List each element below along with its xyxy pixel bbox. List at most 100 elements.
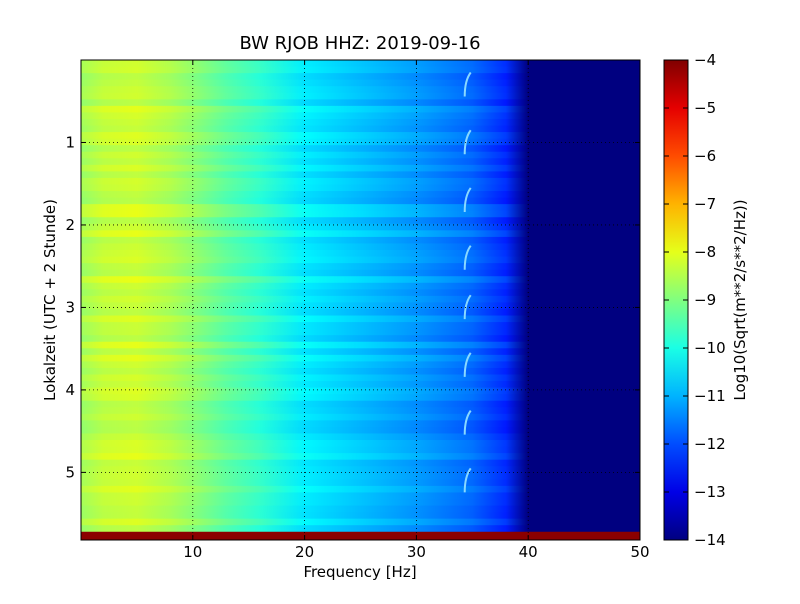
y-tick-label: 1	[65, 133, 75, 151]
y-tick-label: 3	[65, 298, 75, 316]
heatmap-row	[81, 217, 640, 225]
heatmap-row	[81, 472, 640, 480]
heatmap-row	[81, 263, 640, 271]
heatmap-row	[81, 400, 640, 408]
heatmap-row	[81, 282, 640, 290]
plot-frame	[80, 59, 641, 541]
colorbar-label: Log10(Sqrt(m**2/s**2/Hz))	[731, 199, 749, 400]
heatmap-row	[81, 381, 640, 389]
heatmap-row	[81, 498, 640, 507]
x-tick-label: 10	[183, 543, 202, 561]
y-axis-label: Lokalzeit (UTC + 2 Stunde)	[41, 199, 59, 401]
tonal-spike-mark	[463, 467, 472, 493]
heatmap-row	[81, 335, 640, 343]
x-tick-label: 20	[295, 543, 314, 561]
heatmap-row	[81, 223, 640, 231]
heatmap-row	[81, 328, 640, 336]
heatmap-row	[81, 426, 640, 435]
heatmap-row	[81, 420, 640, 428]
colorbar-tick-label: −13	[694, 483, 726, 501]
grid-lines	[81, 60, 640, 540]
heatmap-row	[81, 459, 640, 467]
heatmap-row	[81, 191, 640, 199]
heatmap-row	[81, 60, 640, 68]
heatmap-row	[81, 204, 640, 212]
heatmap-row	[81, 413, 640, 421]
heatmap-row	[81, 407, 640, 415]
tonal-spike-mark	[463, 294, 472, 320]
y-axis-ticks: 1 2 3 4 5	[65, 133, 640, 481]
heatmap-row	[81, 308, 640, 317]
heatmap-row	[81, 295, 640, 304]
y-tick-label: 5	[65, 463, 75, 481]
heatmap-row	[81, 184, 640, 192]
heatmap-row	[81, 138, 640, 146]
heatmap-row	[81, 361, 640, 369]
saturated-band	[81, 531, 640, 540]
heatmap-row	[81, 348, 640, 356]
heatmap-row	[81, 322, 640, 330]
heatmap-row	[81, 73, 640, 81]
heatmap-row	[81, 164, 640, 172]
heatmap-row	[81, 125, 640, 133]
x-axis-ticks: 10 20 30 40 50	[183, 60, 650, 561]
heatmap-row	[81, 446, 640, 454]
colorbar-tick-label: −14	[694, 531, 726, 549]
heatmap-row	[81, 79, 640, 87]
heatmap-row	[81, 171, 640, 179]
heatmap-row	[81, 269, 640, 277]
heatmap-row	[81, 118, 640, 127]
heatmap-row	[81, 99, 640, 107]
heatmap-row	[81, 485, 640, 494]
heatmap-row	[81, 105, 640, 114]
heatmap-row	[81, 289, 640, 297]
colorbar-tick-label: −8	[694, 243, 716, 261]
heatmap-row	[81, 197, 640, 205]
heatmap-row	[81, 525, 640, 533]
heatmap-row	[81, 394, 640, 402]
tonal-spike-mark	[463, 187, 472, 212]
tonal-spike-mark	[463, 245, 472, 270]
heatmap-row	[81, 374, 640, 382]
heatmap-row	[81, 367, 640, 376]
heatmap-row	[81, 276, 640, 284]
heatmap-row	[81, 243, 640, 251]
heatmap-row	[81, 250, 640, 258]
colorbar-tick-label: −6	[694, 147, 716, 165]
heatmap-row	[81, 512, 640, 520]
heatmap-row	[81, 505, 640, 513]
colorbar-tick-label: −11	[694, 387, 726, 405]
heatmap-row	[81, 112, 640, 120]
chart-title: BW RJOB HHZ: 2019-09-16	[239, 33, 480, 54]
heatmap-row	[81, 492, 640, 500]
heatmap-row	[81, 479, 640, 487]
heatmap-row	[81, 341, 640, 349]
heatmap-row	[81, 440, 640, 448]
colorbar-tick-label: −10	[694, 339, 726, 357]
heatmap-row	[81, 151, 640, 159]
y-tick-label: 2	[65, 216, 75, 234]
heatmap-row	[81, 387, 640, 395]
colorbar-tick-label: −5	[694, 99, 716, 117]
tonal-spike-mark	[463, 129, 472, 155]
heatmap-row	[81, 66, 640, 74]
heatmap-row	[81, 256, 640, 264]
x-axis-label: Frequency [Hz]	[303, 563, 416, 581]
heatmap-row	[81, 302, 640, 310]
tonal-spike-mark	[463, 71, 472, 97]
heatmap-row	[81, 158, 640, 166]
colorbar-tick-label: −9	[694, 291, 716, 309]
tonal-spike-mark	[463, 352, 472, 377]
heatmap-area	[81, 60, 640, 540]
heatmap-row	[81, 518, 640, 526]
heatmap-row	[81, 466, 640, 474]
tonal-spike-mark	[463, 410, 472, 435]
heatmap-row	[81, 177, 640, 186]
y-tick-label: 4	[65, 381, 75, 399]
heatmap-row	[81, 354, 640, 362]
colorbar-tick-label: −12	[694, 435, 726, 453]
colorbar-ticks: −4 −5 −6 −7 −8 −9 −10 −11 −12 −13 −14	[664, 51, 726, 549]
x-tick-label: 40	[519, 543, 538, 561]
heatmap-row	[81, 230, 640, 238]
